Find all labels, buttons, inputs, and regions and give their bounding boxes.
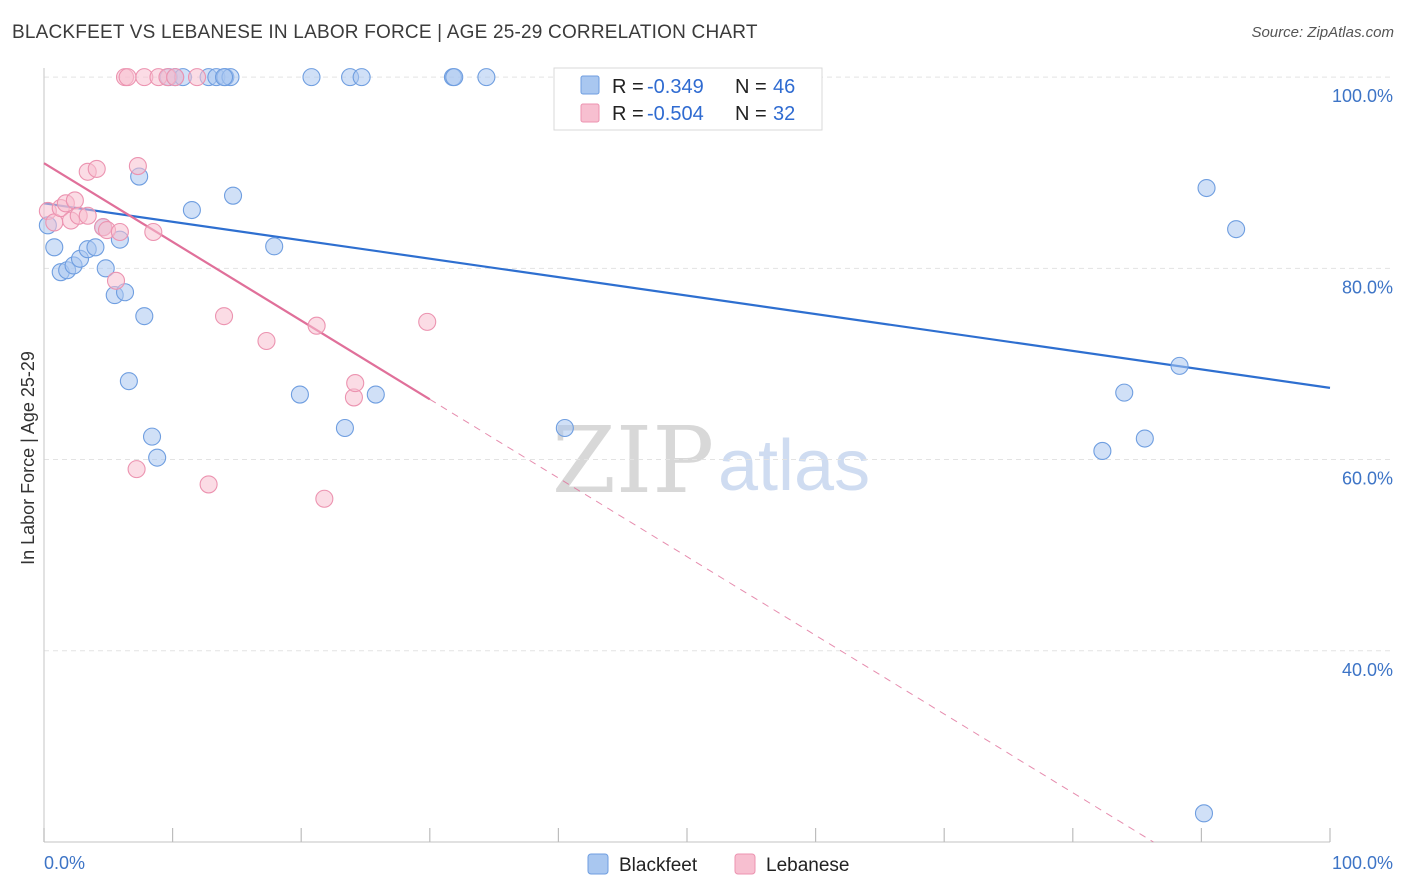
legend-r-value-2: -0.504 <box>647 103 704 125</box>
point-lebanese <box>144 222 163 242</box>
trend-line-lebanese <box>43 162 431 401</box>
axes <box>43 68 1331 843</box>
legend-r-label-1: R = <box>612 76 644 98</box>
bottom-legend-label-lebanese: Lebanese <box>766 855 849 876</box>
point-blackfeet <box>1093 441 1112 461</box>
source-label: Source: ZipAtlas.com <box>1251 24 1394 41</box>
point-lebanese <box>128 156 147 176</box>
point-lebanese <box>118 68 137 87</box>
x-tick-label-start: 0.0% <box>44 853 85 873</box>
gridlines <box>44 76 1392 652</box>
point-lebanese <box>257 331 276 351</box>
point-lebanese <box>110 222 129 242</box>
bottom-legend-swatch-blackfeet <box>587 853 609 875</box>
point-blackfeet <box>1135 429 1154 448</box>
point-blackfeet <box>142 427 162 446</box>
y-axis-title: In Labor Force | Age 25-29 <box>18 351 38 565</box>
x-axis-labels: 0.0% 100.0% <box>44 853 1393 873</box>
y-tick-label: 80.0% <box>1342 277 1393 297</box>
point-blackfeet <box>214 68 234 87</box>
y-axis-labels: 100.0% 80.0% 60.0% 40.0% <box>1332 86 1393 680</box>
point-lebanese <box>187 68 207 87</box>
point-blackfeet <box>223 186 243 205</box>
series-blackfeet <box>38 68 1246 823</box>
point-lebanese <box>166 68 185 87</box>
point-blackfeet <box>265 237 284 256</box>
point-blackfeet <box>555 418 574 438</box>
point-lebanese <box>106 271 126 290</box>
legend-n-label-2: N = <box>735 103 767 125</box>
point-lebanese <box>214 307 234 326</box>
point-blackfeet <box>1197 178 1216 198</box>
point-lebanese <box>346 374 365 393</box>
point-lebanese <box>315 489 334 508</box>
point-blackfeet <box>290 385 309 404</box>
point-blackfeet <box>135 307 154 326</box>
chart-title: BLACKFEET VS LEBANESE IN LABOR FORCE | A… <box>12 22 758 43</box>
point-lebanese <box>78 206 97 225</box>
point-lebanese <box>87 159 106 178</box>
point-lebanese <box>127 460 146 479</box>
trend-lines <box>43 162 1331 843</box>
point-blackfeet <box>302 68 321 87</box>
point-blackfeet <box>148 448 167 467</box>
stats-legend: R = -0.349 N = 46 R = -0.504 N = 32 <box>553 67 823 131</box>
point-lebanese <box>199 475 218 494</box>
bottom-legend-swatch-lebanese <box>734 853 756 875</box>
point-lebanese <box>418 312 437 331</box>
series-legend: Blackfeet Lebanese <box>587 853 849 876</box>
y-tick-label: 40.0% <box>1342 660 1393 680</box>
trend-line-lebanese-extrapolated <box>429 398 1154 843</box>
point-lebanese <box>65 191 84 210</box>
bottom-legend-label-blackfeet: Blackfeet <box>619 855 698 876</box>
legend-swatch-lebanese <box>580 103 600 123</box>
legend-n-value-1: 46 <box>773 76 795 98</box>
point-blackfeet <box>45 238 64 257</box>
point-blackfeet <box>352 68 371 87</box>
point-blackfeet <box>477 68 496 87</box>
point-blackfeet <box>1115 383 1134 402</box>
point-blackfeet <box>182 200 201 220</box>
point-blackfeet <box>1194 804 1214 823</box>
legend-n-label-1: N = <box>735 76 767 98</box>
point-blackfeet <box>119 372 138 391</box>
point-blackfeet <box>1227 220 1246 239</box>
point-lebanese <box>307 316 326 335</box>
watermark-atlas: atlas <box>718 426 870 506</box>
legend-swatch-blackfeet <box>580 75 600 95</box>
point-blackfeet <box>445 68 464 87</box>
trend-line-blackfeet <box>43 202 1331 389</box>
point-blackfeet <box>96 259 115 278</box>
point-blackfeet <box>335 418 354 438</box>
series-lebanese <box>38 68 437 508</box>
y-tick-label: 60.0% <box>1342 469 1393 489</box>
legend-n-value-2: 32 <box>773 103 795 125</box>
watermark-zip: ZIP <box>552 407 714 514</box>
legend-r-label-2: R = <box>612 103 644 125</box>
x-tick-label-end: 100.0% <box>1332 853 1393 873</box>
point-blackfeet <box>86 238 105 257</box>
point-blackfeet <box>1170 356 1189 375</box>
y-tick-label: 100.0% <box>1332 86 1393 106</box>
legend-r-value-1: -0.349 <box>647 76 704 98</box>
point-blackfeet <box>366 385 385 404</box>
